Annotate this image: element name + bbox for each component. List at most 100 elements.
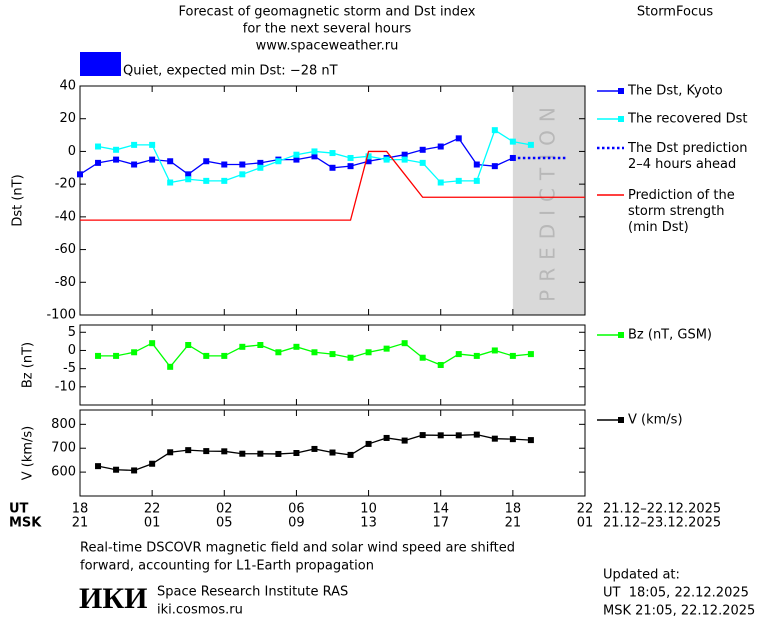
data-point — [527, 437, 534, 444]
x-tick-label: 06 — [288, 502, 305, 517]
data-point — [293, 450, 300, 456]
data-point — [131, 161, 138, 168]
y-tick-label: 5 — [68, 325, 76, 340]
data-point — [473, 352, 480, 359]
x-tick-label-msk: 05 — [216, 516, 233, 531]
data-point — [275, 349, 282, 356]
data-point — [293, 343, 300, 350]
data-point — [149, 141, 156, 148]
data-point — [221, 161, 228, 168]
x-tick-label: 10 — [360, 502, 377, 517]
x-tick-label-msk: 13 — [360, 516, 377, 531]
data-point — [491, 127, 498, 134]
y-tick-label: -40 — [55, 209, 76, 224]
data-point — [239, 450, 246, 457]
data-point — [275, 450, 282, 457]
y-tick-label: 0 — [68, 343, 76, 358]
series-line — [80, 150, 585, 221]
x-tick-label: 18 — [505, 502, 522, 517]
data-point — [149, 340, 156, 347]
data-point — [203, 177, 210, 184]
institute: Space Research Institute RAS — [157, 585, 348, 600]
title-line: for the next several hours — [243, 22, 412, 37]
data-point — [167, 158, 174, 165]
legend-label: The recovered Dst — [627, 112, 747, 127]
data-point — [257, 342, 264, 348]
data-point — [401, 156, 408, 163]
data-point — [347, 163, 354, 170]
data-point — [167, 449, 174, 456]
plot-frame — [79, 324, 586, 406]
data-point — [329, 164, 336, 171]
data-point — [113, 146, 120, 153]
data-point — [95, 159, 102, 166]
data-point — [347, 154, 354, 161]
data-point — [401, 340, 408, 347]
data-point — [509, 436, 516, 443]
y-tick-label: -60 — [55, 242, 76, 257]
legend-label: Prediction of the storm strength (min Dst) — [628, 188, 735, 235]
data-point — [365, 158, 372, 165]
data-point — [311, 153, 318, 160]
status-text: Quiet, expected min Dst: −28 nT — [123, 64, 338, 79]
data-point — [455, 351, 462, 358]
data-point — [311, 445, 318, 452]
data-point — [473, 177, 480, 184]
x-tick-label-msk: 17 — [432, 516, 449, 531]
prediction-label: PREDICTION — [535, 99, 559, 302]
series-line — [97, 433, 531, 472]
data-point — [257, 159, 264, 166]
data-point — [401, 151, 408, 158]
data-point — [185, 171, 192, 178]
data-point — [491, 435, 498, 442]
data-point — [149, 460, 156, 467]
data-point — [185, 342, 192, 348]
data-point — [419, 159, 426, 166]
status-swatch — [80, 52, 121, 76]
title-line: Forecast of geomagnetic storm and Dst in… — [178, 5, 475, 20]
y-tick-label: -80 — [55, 275, 76, 290]
data-point — [347, 354, 354, 361]
legend-marker — [618, 88, 624, 94]
data-point — [437, 143, 444, 150]
data-point — [419, 432, 426, 439]
prediction-region — [512, 86, 585, 315]
y-tick-label: 0 — [68, 144, 76, 159]
data-point — [329, 351, 336, 358]
x-tick-label: 22 — [144, 502, 161, 517]
data-point — [167, 363, 174, 370]
data-point — [527, 141, 534, 148]
data-point — [95, 463, 102, 470]
data-point — [419, 146, 426, 153]
brand: StormFocus — [637, 5, 713, 20]
y-tick-label: -5 — [63, 361, 76, 376]
legend-label: The Dst prediction 2–4 hours ahead — [627, 141, 748, 172]
site: iki.cosmos.ru — [157, 603, 243, 618]
data-point — [77, 171, 83, 178]
updated-ut: UT 18:05, 22.12.2025 — [603, 586, 749, 601]
data-point — [131, 349, 138, 356]
data-point — [437, 432, 444, 439]
data-point — [239, 161, 246, 168]
logo: ИКИ — [79, 582, 147, 615]
y-tick-label: 800 — [51, 417, 76, 432]
data-point — [239, 343, 246, 350]
y-tick-label: -20 — [55, 177, 76, 192]
data-point — [203, 448, 210, 455]
data-point — [221, 177, 228, 184]
data-point — [293, 151, 300, 158]
data-point — [221, 448, 228, 455]
data-point — [203, 352, 210, 359]
plot-frame — [79, 409, 586, 497]
data-point — [509, 352, 516, 359]
note-line: Real-time DSCOVR magnetic field and sola… — [80, 541, 515, 556]
data-point — [95, 143, 102, 150]
data-point — [437, 362, 444, 368]
x-tick-label: 02 — [216, 502, 233, 517]
data-point — [455, 177, 462, 184]
x-tick-label-msk: 01 — [144, 516, 161, 531]
data-point — [329, 150, 336, 157]
msk-label: MSK — [9, 516, 42, 531]
x-tick-label-msk: 09 — [288, 516, 305, 531]
